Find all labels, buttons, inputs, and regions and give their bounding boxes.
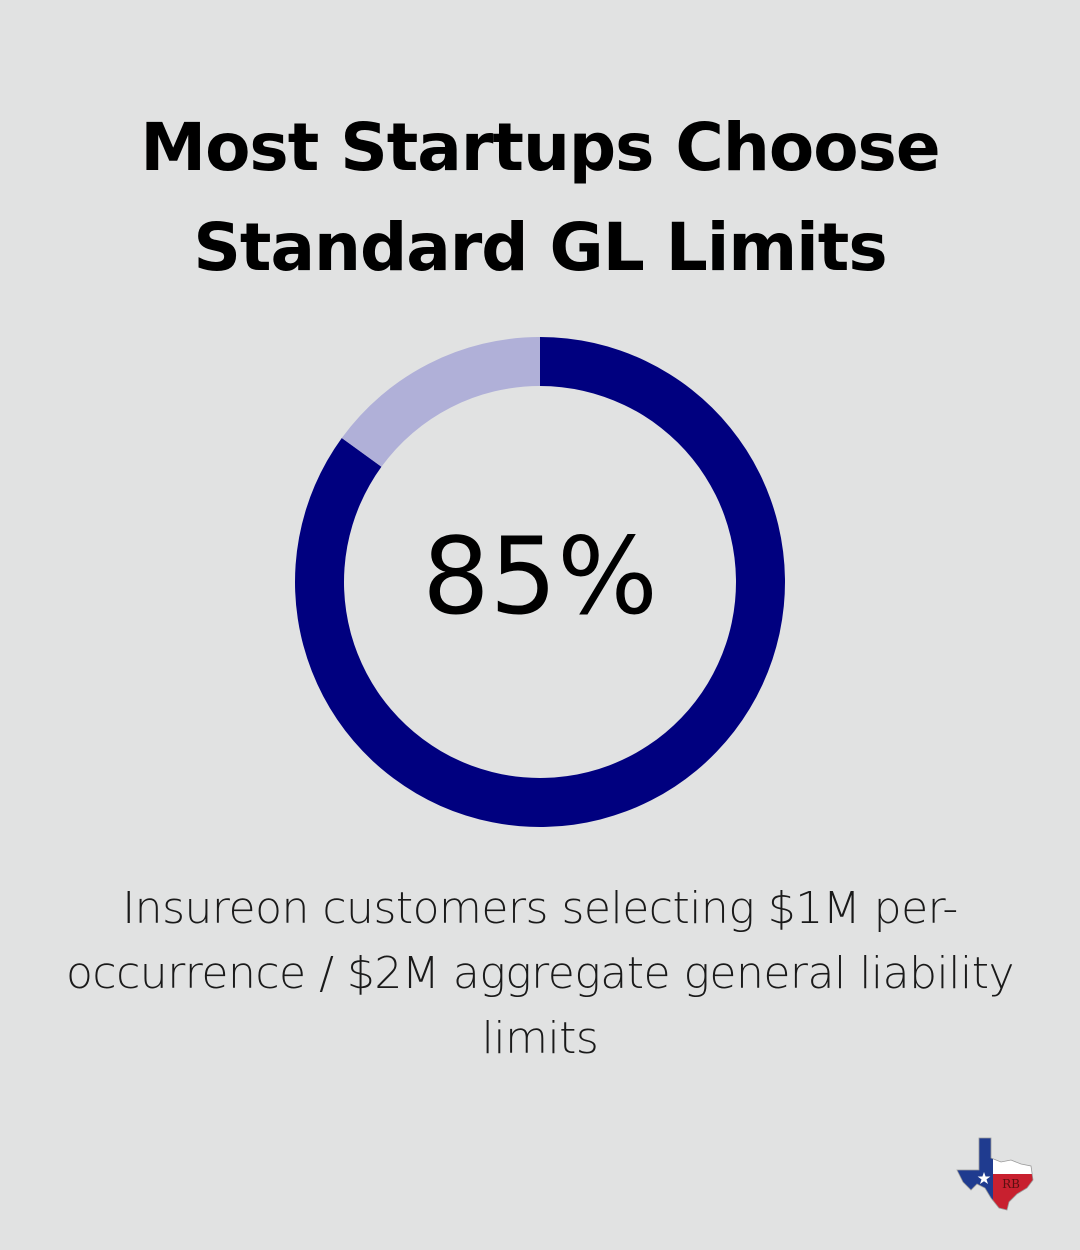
donut-center-value: 85% [422, 515, 658, 638]
donut-slice-remainder [341, 337, 540, 467]
chart-title: Most Startups Choose Standard GL Limits [140, 109, 940, 286]
logo-letters: RB [1002, 1177, 1020, 1191]
donut-slices [294, 337, 785, 827]
texas-flag-map-icon: RB [955, 1136, 1037, 1212]
chart-caption: Insureon customers selecting $1M per-occ… [66, 883, 1015, 1064]
